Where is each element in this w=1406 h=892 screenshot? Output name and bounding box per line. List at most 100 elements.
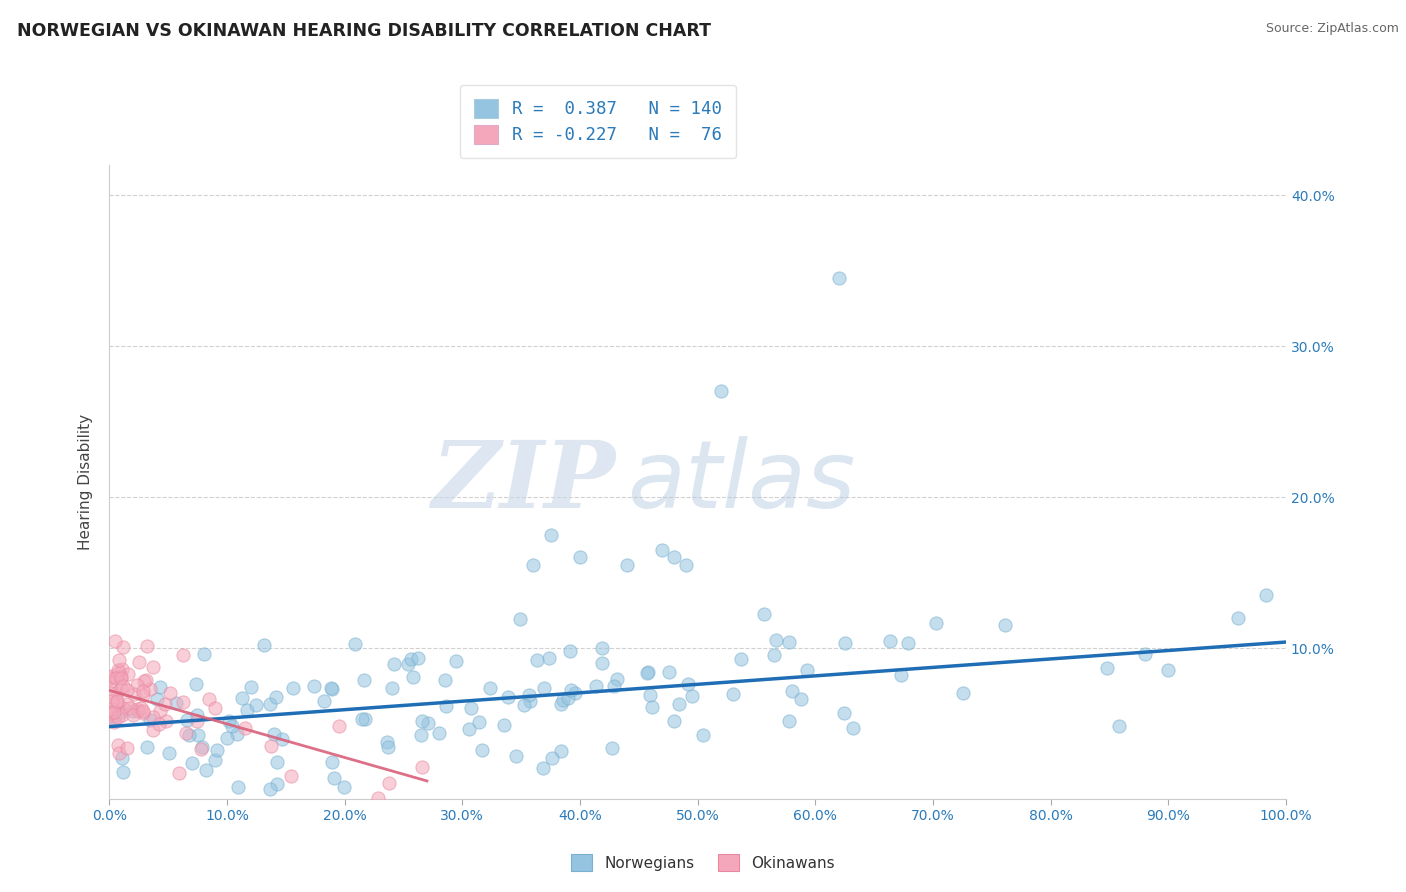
Point [304, 679, 326, 693]
Point [266, 755, 288, 769]
Point [121, 704, 143, 718]
Point [100, 709, 122, 723]
Point [509, 612, 531, 626]
Point [115, 683, 138, 698]
Point [591, 657, 613, 671]
Point [155, 697, 177, 711]
Point [492, 717, 515, 731]
Point [496, 690, 519, 704]
Point [264, 690, 287, 704]
Point [763, 648, 786, 662]
Point [312, 694, 335, 708]
Point [879, 633, 901, 648]
Point [636, 665, 658, 680]
Point [190, 741, 212, 756]
Point [110, 669, 132, 683]
Point [155, 714, 177, 728]
Point [205, 742, 228, 756]
Point [1157, 663, 1180, 677]
Point [107, 746, 129, 760]
Point [125, 677, 148, 691]
Point [270, 731, 292, 746]
Point [204, 753, 226, 767]
Point [602, 679, 624, 693]
Point [517, 688, 540, 702]
Point [416, 716, 439, 731]
Point [166, 696, 188, 710]
Point [226, 780, 249, 795]
Point [129, 701, 152, 715]
Point [260, 739, 283, 753]
Point [139, 714, 162, 728]
Point [723, 687, 745, 701]
Point [111, 750, 134, 764]
Point [103, 705, 125, 719]
Point [145, 692, 167, 706]
Point [103, 711, 125, 725]
Point [100, 669, 122, 683]
Point [117, 741, 139, 756]
Point [125, 701, 148, 715]
Point [641, 700, 664, 714]
Point [107, 653, 129, 667]
Point [1095, 661, 1118, 675]
Point [121, 707, 143, 722]
Point [550, 697, 572, 711]
Point [197, 692, 219, 706]
Point [108, 671, 131, 685]
Point [323, 771, 346, 785]
Point [176, 713, 198, 727]
Point [676, 677, 699, 691]
Point [952, 686, 974, 700]
Point [468, 714, 491, 729]
Point [107, 663, 129, 677]
Point [245, 698, 267, 712]
Point [411, 760, 433, 774]
Point [100, 705, 122, 719]
Point [710, 384, 733, 399]
Point [186, 708, 208, 723]
Point [354, 712, 377, 726]
Y-axis label: Hearing Disability: Hearing Disability [79, 414, 93, 550]
Point [533, 681, 555, 695]
Point [105, 693, 128, 707]
Point [637, 665, 659, 680]
Point [110, 671, 132, 685]
Point [195, 763, 218, 777]
Point [180, 756, 202, 770]
Point [111, 701, 134, 715]
Point [111, 765, 134, 780]
Point [444, 654, 467, 668]
Point [382, 657, 405, 672]
Point [127, 704, 149, 718]
Point [142, 723, 165, 737]
Point [585, 679, 607, 693]
Point [100, 706, 122, 721]
Point [104, 633, 127, 648]
Point [537, 651, 560, 665]
Point [100, 702, 122, 716]
Point [149, 680, 172, 694]
Point [505, 749, 527, 764]
Point [765, 633, 787, 648]
Point [834, 636, 856, 650]
Point [100, 685, 122, 699]
Point [105, 696, 128, 710]
Point [186, 677, 208, 691]
Point [117, 666, 139, 681]
Point [107, 665, 129, 680]
Point [828, 271, 851, 285]
Point [433, 673, 456, 688]
Point [263, 727, 285, 741]
Point [427, 726, 450, 740]
Point [132, 706, 155, 720]
Point [409, 728, 432, 742]
Point [266, 777, 288, 791]
Point [132, 684, 155, 698]
Point [558, 643, 581, 657]
Point [350, 712, 373, 726]
Point [1133, 647, 1156, 661]
Point [328, 719, 350, 733]
Point [120, 701, 142, 715]
Point [512, 698, 534, 713]
